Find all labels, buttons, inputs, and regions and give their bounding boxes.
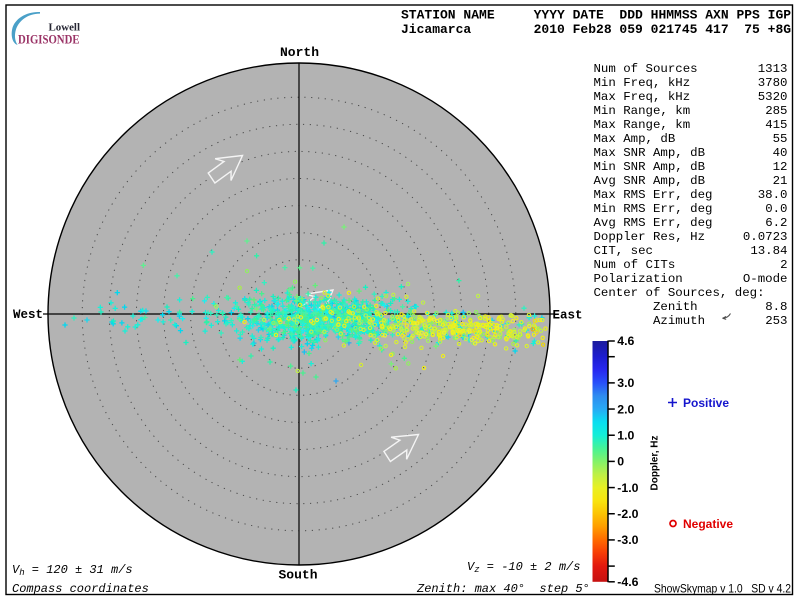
svg-text:Min Range, km: Min Range, km [594,104,691,118]
svg-text:-4.6: -4.6 [617,575,638,589]
svg-text:Doppler, Hz: Doppler, Hz [650,435,661,490]
svg-text:1313: 1313 [758,62,788,76]
svg-text:Lowell: Lowell [49,22,81,34]
svg-text:Jicamarca 2010 Feb28 05: Jicamarca 2010 Feb28 059 021745 417 75 +… [401,22,791,37]
svg-text:3780: 3780 [758,76,788,90]
svg-text:2: 2 [780,258,787,272]
svg-text:Center of Sources, deg:: Center of Sources, deg: [594,286,765,300]
svg-text:415: 415 [765,118,787,132]
svg-text:West: West [13,308,43,322]
svg-text:2.0: 2.0 [617,402,634,416]
svg-text:Max Range, km: Max Range, km [594,118,691,132]
svg-text:Avg SNR Amp, dB: Avg SNR Amp, dB [594,174,706,188]
svg-text:Compass coordinates: Compass coordinates [12,582,149,596]
svg-text:0: 0 [617,455,624,469]
svg-text:8.8: 8.8 [765,300,787,314]
svg-text:South: South [278,568,317,583]
svg-text:4.6: 4.6 [617,334,634,348]
svg-text:Num of CITs: Num of CITs [594,258,676,272]
svg-text:Max Amp, dB: Max Amp, dB [594,132,676,146]
svg-text:5320: 5320 [758,90,788,104]
svg-text:Max SNR Amp, dB: Max SNR Amp, dB [594,146,706,160]
svg-text:Vz = -10 ± 2 m/s: Vz = -10 ± 2 m/s [467,560,580,575]
svg-text:CIT, sec: CIT, sec [594,244,654,258]
svg-text:253: 253 [765,314,787,328]
svg-text:Max Freq, kHz: Max Freq, kHz [594,90,691,104]
svg-text:ShowSkymap v 1.0 SD v 4.2: ShowSkymap v 1.0 SD v 4.2 [654,582,791,596]
svg-text:Polarization: Polarization [594,272,683,286]
svg-text:Azimuth: Azimuth [653,314,705,328]
svg-text:Zenith: Zenith [653,300,698,314]
svg-text:0.0723: 0.0723 [743,230,788,244]
svg-text:Avg RMS Err, deg: Avg RMS Err, deg [594,216,713,230]
svg-text:Positive: Positive [683,396,729,410]
svg-text:3.0: 3.0 [617,376,634,390]
svg-text:North: North [280,45,319,60]
svg-text:13.84: 13.84 [750,244,787,258]
svg-text:O-mode: O-mode [743,272,788,286]
svg-text:-3.0: -3.0 [617,533,638,547]
svg-text:Min SNR Amp, dB: Min SNR Amp, dB [594,160,706,174]
svg-text:55: 55 [773,132,788,146]
svg-text:Min Freq, kHz: Min Freq, kHz [594,76,691,90]
svg-text:0.0: 0.0 [765,202,787,216]
svg-text:6.2: 6.2 [765,216,787,230]
svg-text:East: East [553,309,583,323]
svg-text:40: 40 [773,146,788,160]
svg-text:Negative: Negative [683,517,733,531]
svg-text:Doppler Res, Hz: Doppler Res, Hz [594,230,706,244]
svg-text:DIGISONDE: DIGISONDE [18,32,80,47]
svg-text:-2.0: -2.0 [617,507,638,521]
svg-text:1.0: 1.0 [617,428,634,442]
svg-text:285: 285 [765,104,787,118]
svg-text:38.0: 38.0 [758,188,788,202]
svg-text:Zenith: max 40° step 5°: Zenith: max 40° step 5° [416,582,590,596]
svg-text:-1.0: -1.0 [617,481,638,495]
svg-text:Min RMS Err, deg: Min RMS Err, deg [594,202,713,216]
svg-text:STATION NAME YYYY DATE DD: STATION NAME YYYY DATE DDD HHMMSS AXN PP… [401,8,791,23]
svg-text:Vh = 120 ± 31 m/s: Vh = 120 ± 31 m/s [12,563,133,578]
svg-text:Num of Sources: Num of Sources [594,62,698,76]
svg-text:12: 12 [773,160,788,174]
svg-text:21: 21 [773,174,788,188]
svg-text:Max RMS Err, deg: Max RMS Err, deg [594,188,713,202]
